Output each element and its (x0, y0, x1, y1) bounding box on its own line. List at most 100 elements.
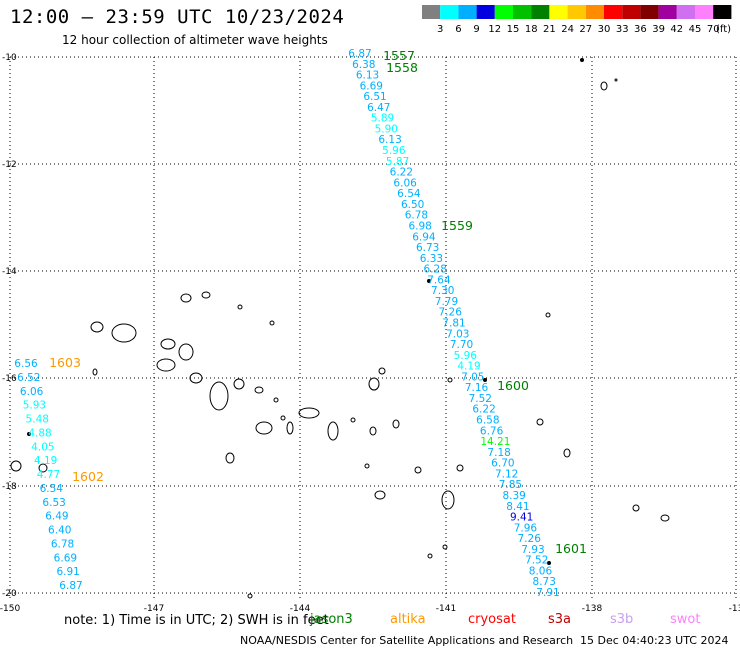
wave-height-value: 6.38 (352, 59, 375, 71)
satellite-label: s3b (610, 612, 634, 627)
wave-height-value: 6.76 (480, 425, 504, 437)
island-outline (286, 421, 294, 435)
lat-label: -20 (2, 589, 17, 599)
island-outline (280, 415, 286, 421)
wave-height-value: 6.22 (390, 167, 413, 179)
satellite-label: jason3 (310, 612, 353, 627)
wave-height-value: 7.05 (461, 371, 484, 383)
wave-height-value: 6.58 (476, 415, 499, 427)
wave-height-value: 6.69 (54, 552, 77, 564)
legend-label: 36 (634, 24, 647, 35)
island-outline (269, 320, 275, 326)
wave-height-value: 6.53 (42, 497, 65, 509)
legend-swatch (622, 5, 641, 19)
satellite-label: cryosat (468, 612, 516, 627)
island-outline (374, 490, 386, 500)
island-outline (156, 358, 176, 372)
wave-height-value: 5.87 (386, 156, 409, 168)
wave-height-value: 6.91 (56, 566, 79, 578)
wave-height-value: 7.12 (495, 468, 518, 480)
legend-label: 42 (670, 24, 683, 35)
wave-height-value: 6.87 (59, 580, 82, 592)
footer-credit: NOAA/NESDIS Center for Satellite Applica… (240, 634, 574, 647)
island-outline (600, 81, 608, 91)
legend-label: 6 (455, 24, 461, 35)
wave-height-value: 6.54 (40, 483, 64, 495)
wave-height-value: 7.93 (521, 544, 544, 556)
track-time-label: 1603 (49, 355, 81, 370)
island-outline (160, 338, 176, 350)
island-outline (378, 367, 386, 375)
wave-height-value: 6.87 (348, 48, 371, 60)
legend-swatch (549, 5, 568, 19)
island-outline (614, 78, 618, 82)
wave-height-value: 8.06 (529, 565, 553, 577)
wave-height-value: 5.89 (371, 113, 394, 125)
island-outlines (10, 58, 670, 599)
island-outline (10, 460, 22, 472)
island-outline (392, 419, 400, 429)
wave-height-value: 6.94 (412, 231, 436, 243)
wave-height-value: 7.70 (450, 339, 473, 351)
legend-swatch (676, 5, 695, 19)
legend-label: 45 (689, 24, 702, 35)
track-time-label: 1558 (386, 60, 418, 75)
lat-label: -18 (2, 482, 17, 492)
track-labels: 6.876.386.136.696.516.475.895.906.135.96… (14, 48, 587, 599)
legend-swatch (640, 5, 659, 19)
axis-labels: -10 -12 -14 -16 -18 -20 -150 -147 -144 -141 -138 -1… (0, 53, 740, 614)
lon-label: -144 (290, 604, 311, 614)
wave-height-value: 8.41 (506, 501, 529, 513)
island-outline (247, 593, 253, 599)
island-outline (327, 421, 339, 441)
wave-height-value: 6.47 (367, 102, 390, 114)
island-outline (237, 304, 243, 310)
legend-swatch (567, 5, 586, 19)
map-title: 12:00 — 23:59 UTC 10/23/2024 (10, 6, 345, 28)
island-dot (27, 432, 31, 436)
wave-height-value: 5.93 (23, 400, 46, 412)
legend-swatch (531, 5, 550, 19)
wave-height-value: 7.03 (446, 328, 469, 340)
altimeter-map: -10 -12 -14 -16 -18 -20 -150 -147 -144 -141 -138 -1… (0, 48, 740, 614)
wave-height-value: 6.13 (356, 70, 379, 82)
island-outline (414, 466, 422, 474)
island-dot (547, 561, 551, 565)
legend-swatch (440, 5, 459, 19)
island-outline (368, 377, 380, 391)
satellite-label: swot (670, 612, 701, 627)
island-outline (369, 426, 377, 436)
legend-label: 30 (598, 24, 611, 35)
lat-label: -14 (2, 267, 17, 277)
island-outline (255, 421, 273, 435)
legend-swatch (658, 5, 677, 19)
lon-label: -13 (729, 604, 740, 614)
satellite-label: altika (390, 612, 426, 627)
wave-height-value: 6.22 (472, 404, 495, 416)
lat-label: -16 (2, 374, 17, 384)
island-outline (111, 323, 137, 343)
wave-height-value: 5.96 (454, 350, 478, 362)
island-dot (427, 279, 431, 283)
wave-height-value: 7.26 (518, 533, 542, 545)
track-time-label: 1557 (383, 48, 415, 63)
wave-height-value: 6.33 (420, 253, 443, 265)
island-outline (427, 553, 433, 559)
island-outline (254, 386, 264, 394)
wave-height-value: 6.50 (401, 199, 424, 211)
island-dot (483, 378, 487, 382)
island-outline (38, 463, 48, 473)
wave-height-value: 7.79 (435, 296, 458, 308)
island-outline (273, 397, 279, 403)
wave-height-value: 6.51 (363, 91, 386, 103)
island-outline (180, 293, 192, 303)
wave-height-value: 6.78 (405, 210, 428, 222)
island-outline (201, 291, 211, 299)
wave-height-value: 7.26 (439, 307, 463, 319)
island-outline (545, 312, 551, 318)
legend-swatch (476, 5, 495, 19)
legend-swatch (422, 5, 441, 19)
island-outline (350, 417, 356, 423)
wave-height-value: 6.78 (51, 538, 74, 550)
wave-height-value: 6.70 (491, 458, 514, 470)
